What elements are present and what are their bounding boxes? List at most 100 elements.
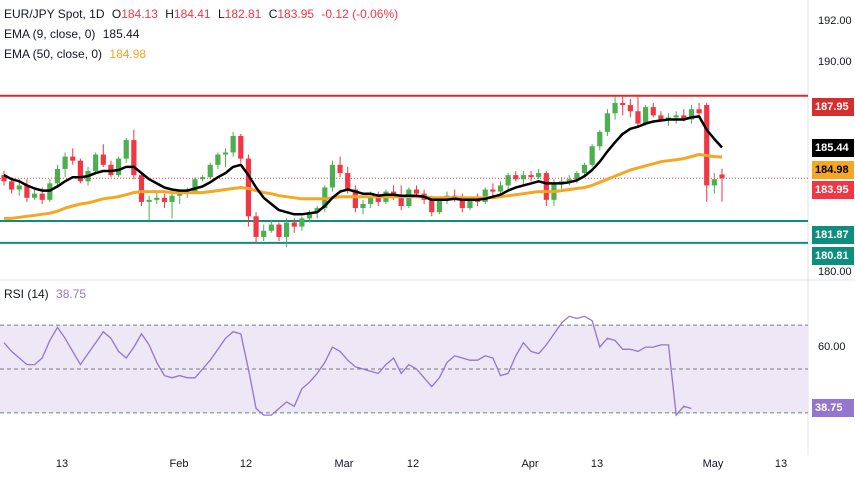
candle-body-81 (620, 103, 626, 106)
candle-body-35 (268, 224, 274, 231)
candle-body-65 (497, 185, 504, 192)
candle-body-27 (207, 164, 213, 178)
candle-body-8 (62, 156, 68, 169)
candle-body-93 (711, 179, 717, 186)
candle-body-76 (581, 164, 588, 174)
low-value: 182.81 (224, 7, 262, 21)
candle-body-30 (230, 135, 236, 153)
candle-body-67 (513, 175, 519, 180)
candle-body-29 (222, 152, 229, 155)
candle-body-71 (543, 173, 549, 200)
candle-body-66 (505, 175, 511, 186)
candle-body-12 (93, 154, 99, 171)
candle-body-41 (314, 208, 320, 213)
candle-body-17 (131, 140, 137, 176)
candle-body-52 (398, 195, 404, 207)
low-label: L (217, 7, 225, 21)
candle-body-46 (352, 189, 358, 209)
candle-body-63 (482, 189, 488, 202)
candle-body-28 (215, 154, 221, 165)
candle-body-40 (306, 212, 313, 219)
candle-body-85 (650, 107, 656, 116)
x-label-feb: Feb (169, 458, 189, 470)
resistance-tag: 187.95 (812, 98, 854, 116)
candle-body-16 (123, 140, 129, 159)
candle-body-89 (681, 115, 687, 120)
price-tick-180: 180.00 (818, 266, 852, 278)
ema50-value: 184.98 (109, 47, 147, 61)
high-value: 184.41 (173, 7, 211, 21)
ema9-value: 185.44 (102, 27, 140, 41)
candle-body-60 (459, 197, 465, 209)
candle-body-74 (566, 179, 572, 182)
ema9-label: EMA (9, close, 0) (4, 27, 96, 41)
ema9-line (3, 115, 723, 216)
candle-body-10 (77, 160, 83, 182)
ema9-tag: 185.44 (812, 139, 854, 157)
candle-body-31 (238, 135, 244, 159)
candle-body-88 (673, 115, 679, 118)
candle-body-38 (291, 222, 297, 227)
support1-tag: 181.87 (812, 226, 854, 244)
candle-body-64 (490, 189, 496, 192)
candle-body-48 (368, 195, 374, 204)
rsi-label: RSI (14) (4, 287, 49, 301)
candle-body-47 (360, 203, 366, 209)
candle-body-3 (24, 185, 30, 198)
candle-body-33 (253, 216, 259, 237)
legend-rsi: RSI (14) 38.75 (4, 286, 90, 302)
candle-body-61 (467, 199, 473, 209)
candle-body-36 (276, 224, 282, 237)
price-tick-192: 192.00 (818, 15, 852, 27)
x-label-apr: Apr (521, 458, 539, 470)
candle-body-49 (375, 195, 381, 202)
ema50-label: EMA (50, close, 0) (4, 47, 103, 61)
candle-body-84 (643, 107, 649, 124)
support2-tag: 180.81 (812, 247, 854, 265)
candle-body-92 (704, 105, 710, 186)
candle-body-70 (536, 173, 542, 178)
candle-body-90 (688, 109, 695, 120)
legend-ema50: EMA (50, close, 0) 184.98 (4, 46, 150, 62)
ema50-tag: 184.98 (812, 161, 854, 179)
candle-body-80 (612, 103, 618, 114)
candle-body-5 (39, 193, 45, 200)
change-value: -0.12 (-0.06%) (321, 7, 399, 21)
ohlc-values: O184.13 H184.41 L182.81 C183.95 -0.12 (-… (112, 7, 402, 21)
x-label-13-may: 13 (774, 458, 788, 470)
ema50-line (4, 153, 723, 220)
x-label-13-apr: 13 (590, 458, 604, 470)
candle-body-43 (329, 164, 336, 188)
candle-body-21 (161, 197, 168, 202)
candle-body-86 (658, 115, 664, 120)
candle-body-18 (138, 175, 145, 202)
candle-body-1 (9, 181, 15, 190)
candle-body-56 (429, 199, 435, 213)
candle-body-19 (146, 199, 152, 202)
legend-ema9: EMA (9, close, 0) 185.44 (4, 26, 143, 42)
candle-body-37 (284, 222, 290, 237)
symbol-label: EUR/JPY Spot, 1D (4, 7, 105, 21)
candle-body-57 (436, 199, 442, 213)
candle-body-23 (177, 193, 183, 196)
candle-body-75 (574, 173, 580, 180)
candle-body-45 (345, 173, 351, 190)
candle-body-69 (528, 175, 534, 178)
candle-body-9 (70, 156, 76, 161)
candle-body-94 (719, 174, 725, 179)
rsi-last-tag: 38.75 (812, 399, 854, 417)
candle-body-25 (192, 179, 198, 192)
candle-body-4 (31, 193, 38, 198)
candle-body-34 (261, 230, 267, 237)
close-tag: 183.95 (812, 181, 854, 199)
price-tick-190: 190.00 (818, 56, 852, 68)
candle-body-7 (54, 168, 61, 184)
open-label: O (111, 7, 122, 21)
close-label: C (268, 7, 278, 21)
candle-body-15 (115, 158, 122, 176)
candle-body-26 (199, 177, 206, 180)
x-label-12-mar: 12 (406, 458, 420, 470)
x-label-may: May (702, 458, 724, 470)
candle-body-91 (696, 109, 702, 114)
